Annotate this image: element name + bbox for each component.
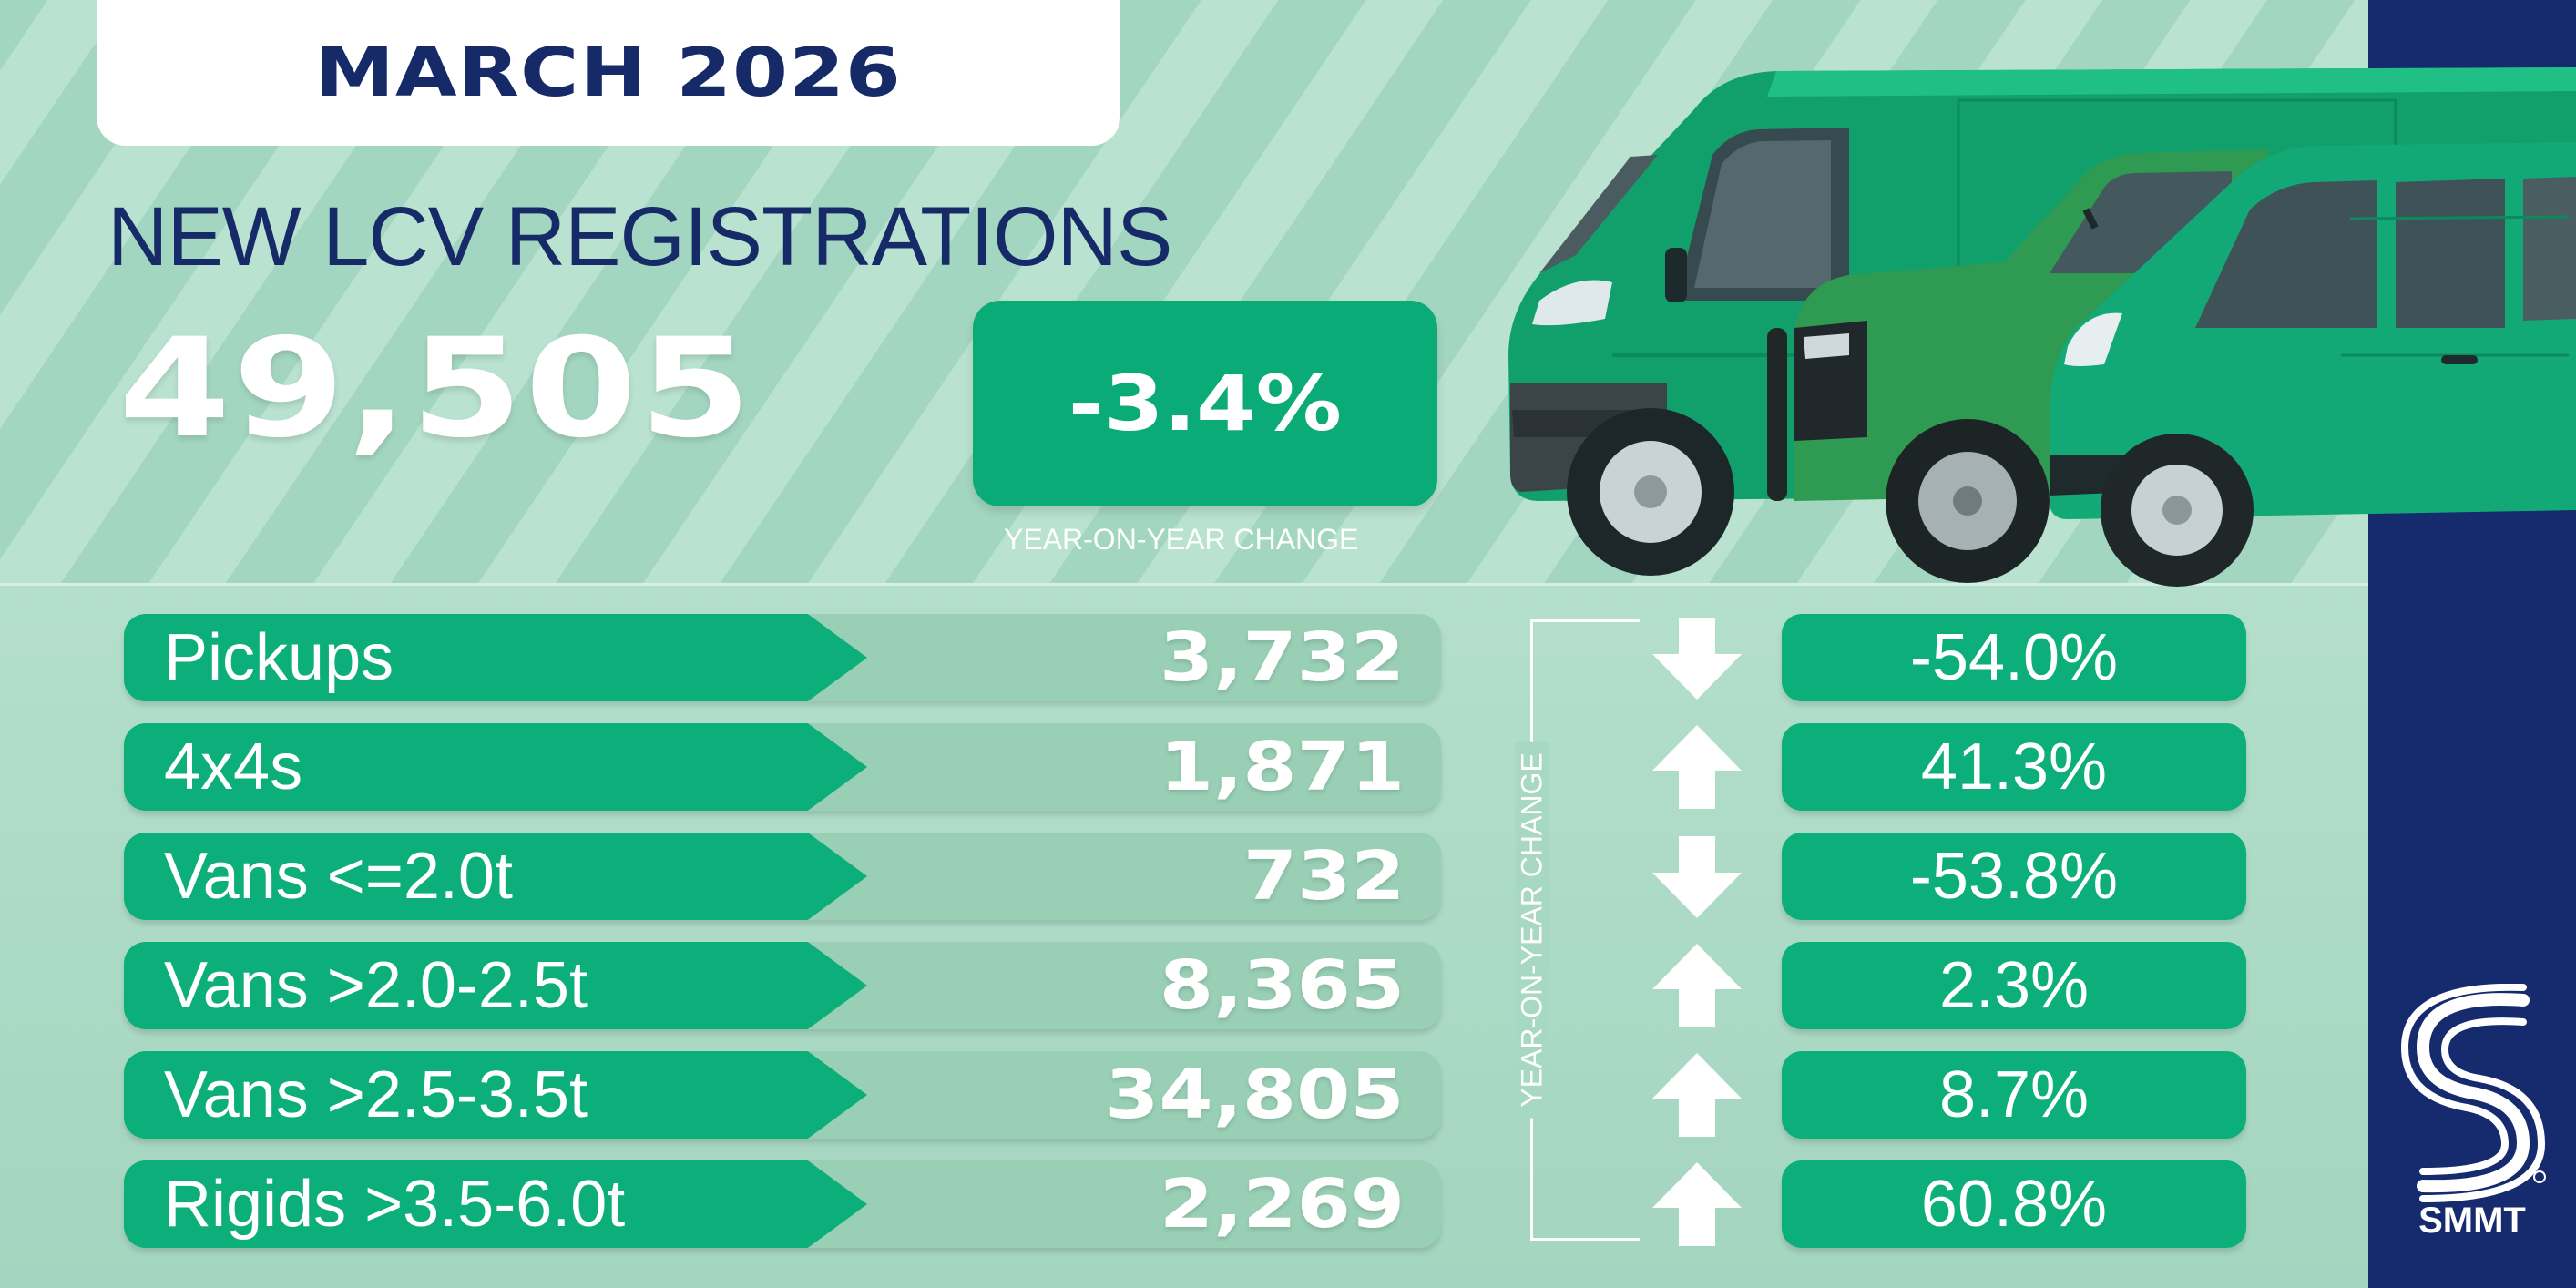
row-label: Vans >2.0-2.5t bbox=[164, 949, 588, 1022]
row-label-box bbox=[124, 614, 867, 701]
total-registrations: 49,505 bbox=[118, 310, 754, 468]
table-row: Vans <=2.0t 732 bbox=[124, 833, 1441, 920]
change-value: -54.0% bbox=[1909, 621, 2119, 694]
change-pill: -53.8% bbox=[1782, 833, 2246, 920]
arrow-up-icon bbox=[1652, 944, 1742, 1027]
row-value: 1,871 bbox=[1159, 728, 1405, 806]
change-pill: 8.7% bbox=[1782, 1051, 2246, 1139]
row-value: 34,805 bbox=[1105, 1056, 1405, 1134]
table-row: Vans >2.0-2.5t 8,365 bbox=[124, 942, 1441, 1029]
row-label: 4x4s bbox=[164, 731, 303, 803]
row-label-box bbox=[124, 1160, 867, 1248]
arrow-up-icon bbox=[1652, 725, 1742, 809]
row-label-box bbox=[124, 833, 867, 920]
total-change-value: -3.4% bbox=[1068, 359, 1342, 448]
row-label-box bbox=[124, 723, 867, 811]
change-pill: -54.0% bbox=[1782, 614, 2246, 701]
brand-name: SMMT bbox=[2418, 1201, 2526, 1241]
change-bracket-label-wrap: YEAR-ON-YEAR CHANGE bbox=[1505, 619, 1559, 1241]
change-value: 8.7% bbox=[1938, 1058, 2090, 1131]
change-value: -53.8% bbox=[1909, 840, 2119, 913]
arrow-down-icon bbox=[1652, 836, 1742, 918]
row-value: 732 bbox=[1242, 837, 1405, 915]
row-value: 3,732 bbox=[1159, 618, 1405, 697]
row-label: Vans >2.5-3.5t bbox=[164, 1058, 588, 1131]
change-bracket-label: YEAR-ON-YEAR CHANGE bbox=[1515, 741, 1549, 1119]
table-row: Pickups 3,732 bbox=[124, 614, 1441, 701]
small-van-icon bbox=[2050, 142, 2576, 587]
vans-illustration bbox=[1508, 67, 2576, 587]
table-row: Vans >2.5-3.5t 34,805 bbox=[124, 1051, 1441, 1139]
table-row: 4x4s 1,871 bbox=[124, 723, 1441, 811]
change-value: 41.3% bbox=[1920, 731, 2108, 803]
arrow-down-icon bbox=[1652, 618, 1742, 700]
smmt-logo-icon bbox=[2400, 984, 2546, 1202]
row-label: Pickups bbox=[164, 621, 394, 694]
change-pill: 2.3% bbox=[1782, 942, 2246, 1029]
arrow-up-icon bbox=[1652, 1053, 1742, 1137]
row-label-box bbox=[124, 1051, 867, 1139]
row-value: 8,365 bbox=[1159, 946, 1405, 1025]
total-change-badge: -3.4% bbox=[973, 301, 1437, 506]
change-value: 60.8% bbox=[1920, 1168, 2108, 1241]
headline-title: NEW LCV REGISTRATIONS bbox=[107, 190, 1172, 283]
pickup-icon bbox=[1767, 149, 2268, 583]
month-banner: MARCH 2026 bbox=[97, 0, 1120, 146]
row-value: 2,269 bbox=[1159, 1165, 1405, 1243]
month-label: MARCH 2026 bbox=[314, 34, 903, 112]
change-pill: 60.8% bbox=[1782, 1160, 2246, 1248]
row-label: Rigids >3.5-6.0t bbox=[164, 1168, 626, 1241]
total-change-caption: YEAR-ON-YEAR CHANGE bbox=[1004, 523, 1359, 556]
change-pill: 41.3% bbox=[1782, 723, 2246, 811]
arrow-up-icon bbox=[1652, 1162, 1742, 1246]
change-value: 2.3% bbox=[1938, 949, 2090, 1022]
row-label: Vans <=2.0t bbox=[164, 840, 513, 913]
table-row: Rigids >3.5-6.0t 2,269 bbox=[124, 1160, 1441, 1248]
row-label-box bbox=[124, 942, 867, 1029]
